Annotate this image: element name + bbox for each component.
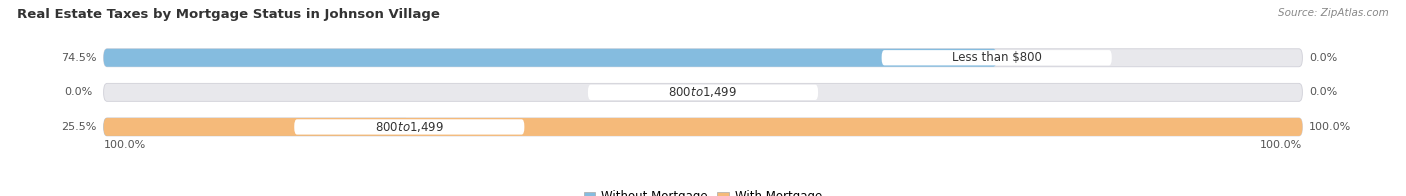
FancyBboxPatch shape	[294, 119, 524, 135]
Text: Real Estate Taxes by Mortgage Status in Johnson Village: Real Estate Taxes by Mortgage Status in …	[17, 8, 440, 21]
Text: Less than $800: Less than $800	[952, 51, 1042, 64]
Text: Source: ZipAtlas.com: Source: ZipAtlas.com	[1278, 8, 1389, 18]
Text: 25.5%: 25.5%	[62, 122, 97, 132]
Text: $800 to $1,499: $800 to $1,499	[375, 120, 444, 134]
Text: 0.0%: 0.0%	[1309, 87, 1337, 97]
FancyBboxPatch shape	[104, 49, 1302, 67]
Text: 100.0%: 100.0%	[1309, 122, 1351, 132]
Text: 0.0%: 0.0%	[1309, 53, 1337, 63]
FancyBboxPatch shape	[588, 85, 818, 100]
Text: $800 to $1,499: $800 to $1,499	[668, 85, 738, 99]
FancyBboxPatch shape	[104, 118, 1302, 136]
Text: 100.0%: 100.0%	[1260, 140, 1302, 150]
FancyBboxPatch shape	[104, 49, 997, 67]
FancyBboxPatch shape	[104, 118, 409, 136]
Legend: Without Mortgage, With Mortgage: Without Mortgage, With Mortgage	[579, 186, 827, 196]
Text: 74.5%: 74.5%	[62, 53, 97, 63]
Text: 0.0%: 0.0%	[65, 87, 93, 97]
FancyBboxPatch shape	[882, 50, 1112, 65]
FancyBboxPatch shape	[104, 83, 1302, 101]
FancyBboxPatch shape	[104, 118, 1302, 136]
Text: 100.0%: 100.0%	[104, 140, 146, 150]
